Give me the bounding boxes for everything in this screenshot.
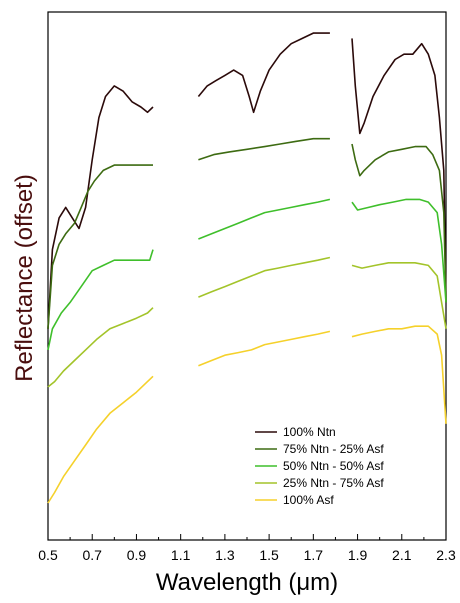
series-layer [47, 32, 447, 504]
x-tick-label-2: 0.9 [127, 547, 147, 563]
x-axis-ticks: 0.5 0.7 0.9 1.1 1.3 1.5 1.7 1.9 2.1 2.3 [38, 534, 456, 563]
x-tick-label-1: 0.7 [82, 547, 102, 563]
x-tick-label-4: 1.3 [215, 547, 235, 563]
x-tick-label-7: 1.9 [348, 547, 368, 563]
series-line-0-segment-2 [351, 38, 447, 303]
series-line-0-segment-1 [197, 32, 330, 114]
series-line-1-segment-1 [198, 137, 330, 161]
series-line-2-segment-0 [47, 249, 154, 351]
x-axis-label: Wavelength (μm) [156, 569, 338, 596]
series-line-1-segment-0 [47, 164, 153, 329]
x-tick-label-3: 1.1 [171, 547, 191, 563]
x-tick-label-6: 1.7 [304, 547, 324, 563]
series-line-3-segment-0 [47, 307, 154, 388]
x-tick-label-0: 0.5 [38, 547, 58, 563]
x-tick-label-8: 2.1 [392, 547, 412, 563]
series-line-1-segment-2 [351, 143, 447, 303]
series-line-3-segment-2 [351, 262, 447, 329]
y-axis-label: Reflectance (offset) [11, 174, 38, 382]
series-line-0-segment-0 [47, 85, 154, 329]
series-line-4-segment-0 [47, 375, 154, 504]
legend-label-2: 50% Ntn - 50% Asf [283, 459, 384, 473]
legend: 100% Ntn 75% Ntn - 25% Asf 50% Ntn - 50% A… [255, 425, 384, 507]
series-line-3-segment-1 [198, 256, 331, 298]
legend-label-4: 100% Asf [283, 493, 334, 507]
series-line-2-segment-1 [198, 198, 331, 240]
series-line-4-segment-2 [351, 325, 447, 424]
series-line-4-segment-1 [198, 330, 331, 367]
x-tick-label-5: 1.5 [259, 547, 279, 563]
legend-label-0: 100% Ntn [283, 425, 336, 439]
legend-label-1: 75% Ntn - 25% Asf [283, 442, 384, 456]
x-tick-label-9: 2.3 [436, 547, 456, 563]
series-line-2-segment-2 [351, 198, 447, 303]
legend-label-3: 25% Ntn - 75% Asf [283, 476, 384, 490]
